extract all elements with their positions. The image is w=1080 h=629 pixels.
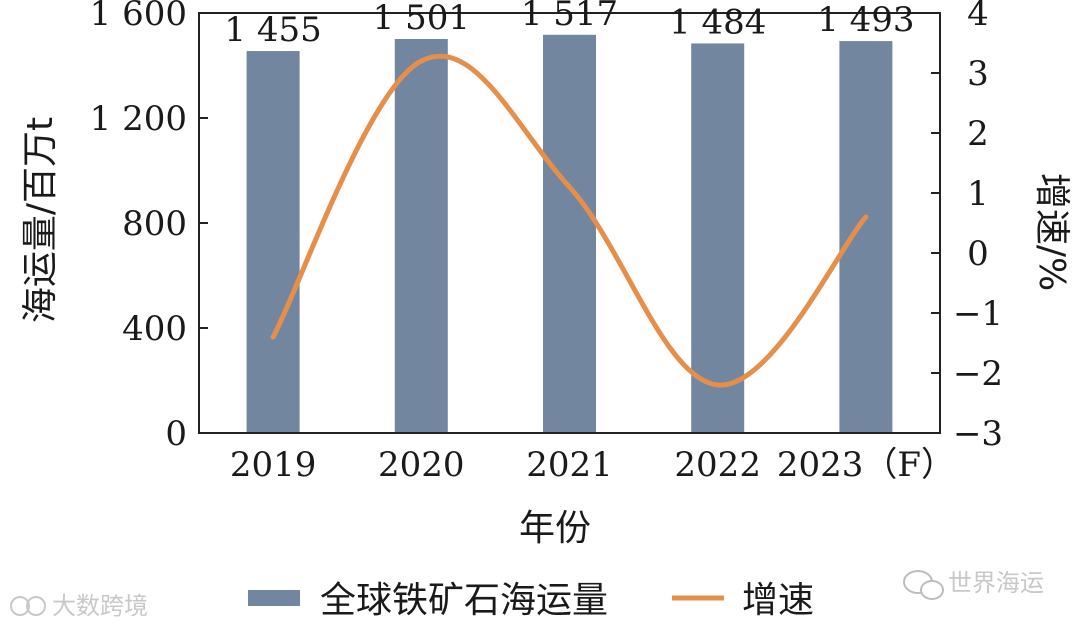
bar-value-label-2: 1 517 [521,0,618,34]
watermark-logo-icon [10,596,46,616]
legend: 全球铁矿石海运量 增速 [248,580,814,621]
bar-1 [394,38,448,434]
bar-3 [691,43,745,433]
bar-value-label-1: 1 501 [373,0,470,38]
y2-tick-label-6: 3 [967,54,989,94]
legend-bar-label: 全球铁矿石海运量 [320,580,608,621]
y2-tick-label-5: 2 [967,114,989,154]
watermark-right: 世界海运 [903,569,1044,600]
y-tick-label-4: 1 600 [90,0,187,34]
watermark-right-text: 世界海运 [948,569,1044,597]
watermark-left-text: 大数跨境 [52,592,148,620]
y2-tick-label-7: 4 [967,0,989,34]
bar-value-label-0: 1 455 [224,10,321,50]
y2-tick-label-0: −3 [953,414,1003,454]
x-axis: 2019 2020 2021 2022 2023（F） [230,445,955,485]
x-tick-label-3: 2022 [674,445,761,485]
y2-tick-label-3: 0 [967,234,989,274]
x-tick-label-0: 2019 [230,445,317,485]
y2-tick-label-2: −1 [953,294,1003,334]
y-tick-label-3: 1 200 [90,99,187,139]
y-axis-left: 0 400 800 1 200 1 600 [90,0,208,454]
bar-2 [543,34,596,433]
x-tick-label-4: 2023（F） [777,445,955,485]
bar-value-label-4: 1 493 [817,0,914,40]
growth-line [270,53,869,388]
y-tick-label-1: 400 [122,309,187,349]
y-tick-label-2: 800 [122,204,187,244]
legend-line-label: 增速 [742,580,814,621]
bar-4 [839,41,893,434]
data-labels: 1 455 1 501 1 517 1 484 1 493 [224,0,914,50]
y-axis-title: 海运量/百万t [20,117,61,323]
y2-tick-label-4: 1 [967,174,989,214]
bar-0 [246,51,300,433]
bar-series [246,34,893,434]
x-tick-label-1: 2020 [378,445,465,485]
y-tick-label-0: 0 [165,414,187,454]
bar-value-label-3: 1 484 [669,2,766,42]
x-axis-title: 年份 [519,508,591,549]
y2-tick-label-1: −2 [953,354,1003,394]
wechat-icon [903,570,944,600]
watermark-left: 大数跨境 [10,592,148,620]
y2-axis-title: 增速/% [1031,173,1072,291]
y-axis-right: −3 −2 −1 0 1 2 3 4 [931,0,1003,454]
x-tick-label-2: 2021 [526,445,613,485]
legend-bar-swatch [248,590,300,606]
